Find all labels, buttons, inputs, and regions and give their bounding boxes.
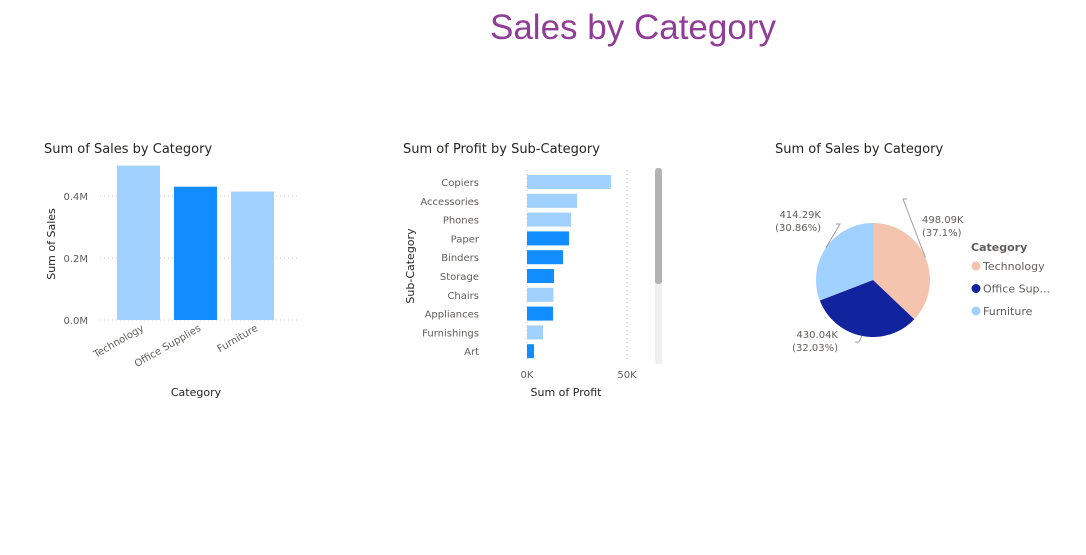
bar[interactable]	[527, 344, 534, 359]
y-tick-label: 0.4M	[63, 192, 88, 203]
y-tick-label: Appliances	[425, 310, 479, 321]
pie-slice[interactable]	[873, 223, 931, 320]
bar[interactable]	[527, 212, 571, 227]
bar[interactable]	[174, 186, 217, 320]
y-axis-title: Sum of Sales	[45, 208, 58, 280]
y-tick-label: 0.2M	[63, 254, 88, 265]
hbar-chart-title: Sum of Profit by Sub-Category	[403, 142, 600, 157]
y-axis-title: Sub-Category	[404, 228, 417, 304]
bar[interactable]	[527, 231, 569, 246]
y-tick-label: Binders	[441, 253, 479, 264]
scrollbar-thumb[interactable]	[655, 168, 662, 284]
legend-marker	[971, 261, 981, 271]
bar[interactable]	[527, 175, 611, 189]
legend-marker	[971, 284, 981, 293]
bar[interactable]	[527, 325, 543, 340]
y-tick-label: Paper	[451, 234, 480, 245]
pie-slice[interactable]	[816, 223, 873, 301]
pie-chart-title: Sum of Sales by Category	[775, 142, 944, 157]
legend-title: Category	[971, 241, 1027, 254]
bar[interactable]	[527, 250, 563, 265]
x-tick-label: 0K	[521, 370, 534, 381]
leader-line	[855, 335, 863, 343]
bar[interactable]	[527, 193, 577, 208]
y-tick-label: Phones	[443, 216, 479, 227]
legend-marker	[971, 306, 981, 316]
bar[interactable]	[527, 287, 554, 302]
data-label-percent: (37.1%)	[922, 228, 962, 239]
bar[interactable]	[117, 165, 160, 320]
legend-item[interactable]: Furniture	[983, 305, 1033, 318]
data-label-value: 498.09K	[922, 215, 964, 226]
x-axis-title: Category	[171, 386, 222, 399]
legend-item[interactable]: Office Sup...	[983, 283, 1050, 296]
leader-line	[902, 198, 926, 258]
y-tick-label: 0.0M	[63, 316, 88, 327]
bar[interactable]	[231, 191, 274, 320]
x-axis-title: Sum of Profit	[531, 386, 603, 399]
y-tick-label: Chairs	[447, 291, 479, 302]
y-tick-label: Furnishings	[422, 328, 479, 339]
data-label-value: 414.29K	[779, 210, 821, 221]
page-title: Sales by Category	[490, 8, 776, 47]
data-label-percent: (30.86%)	[775, 223, 821, 234]
bar-chart-title: Sum of Sales by Category	[44, 142, 213, 157]
data-label-percent: (32.03%)	[792, 343, 838, 354]
legend-item[interactable]: Technology	[982, 260, 1045, 273]
bar[interactable]	[527, 269, 554, 283]
data-label-value: 430.04K	[796, 330, 838, 341]
bar[interactable]	[527, 306, 553, 321]
y-tick-label: Art	[464, 347, 479, 358]
x-tick-label: 50K	[617, 370, 637, 381]
leader-line	[825, 223, 841, 249]
pie-slice[interactable]	[819, 280, 915, 338]
y-tick-label: Copiers	[441, 178, 479, 189]
y-tick-label: Storage	[440, 272, 479, 283]
y-tick-label: Accessories	[420, 197, 479, 208]
